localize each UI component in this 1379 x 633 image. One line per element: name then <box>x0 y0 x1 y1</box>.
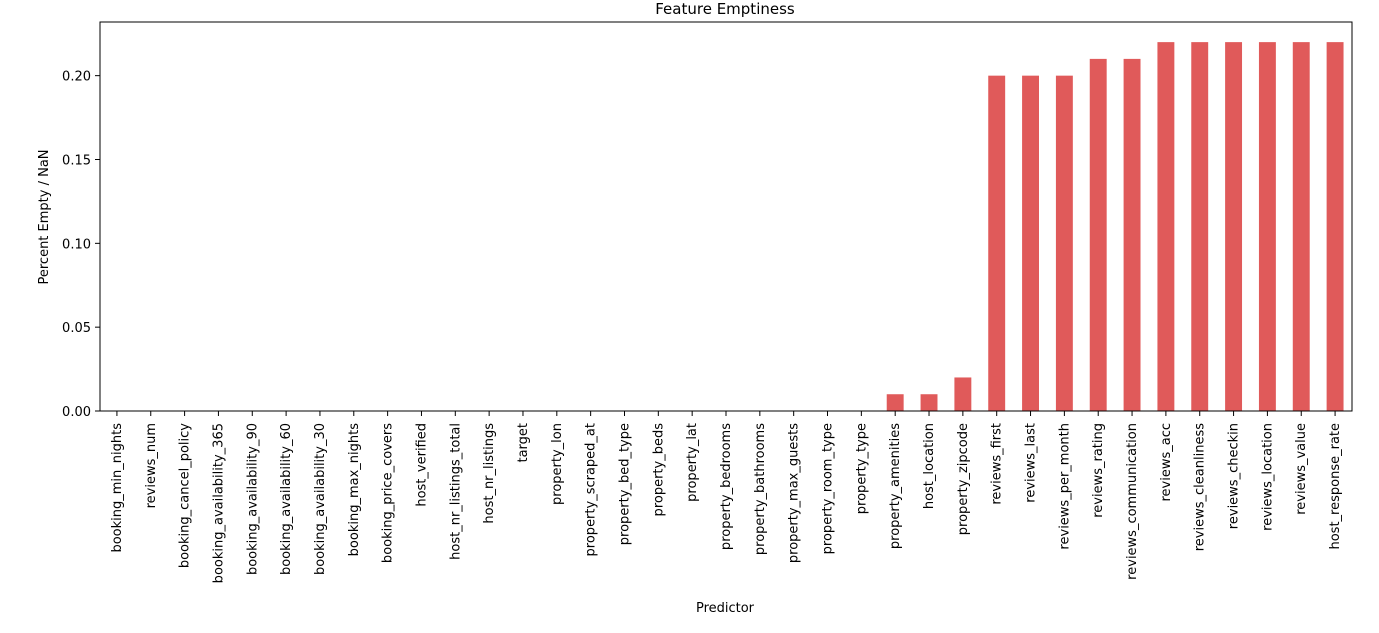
x-tick-label: reviews_rating <box>1091 423 1106 518</box>
x-tick-label: booking_max_nights <box>347 423 362 557</box>
x-tick-label: host_verified <box>414 423 429 507</box>
bar-property_amenities <box>886 394 904 411</box>
bar-reviews_first <box>988 75 1006 411</box>
x-tick-label: property_scraped_at <box>584 423 599 556</box>
bar-host_response_rate <box>1326 42 1344 411</box>
x-tick-label: host_response_rate <box>1328 423 1343 550</box>
x-tick-label: reviews_first <box>990 423 1005 505</box>
x-tick-label: property_bedrooms <box>719 423 734 550</box>
x-tick-label: property_lon <box>550 423 565 505</box>
x-tick-label: booking_availability_30 <box>313 423 328 575</box>
bar-reviews_checkin <box>1225 42 1243 411</box>
x-tick-label: reviews_checkin <box>1227 423 1242 529</box>
y-axis-ticks: 0.00 0.05 0.10 0.15 0.20 <box>62 70 100 420</box>
x-tick-label: booking_cancel_policy <box>178 423 193 568</box>
y-tick-label: 0.15 <box>62 153 91 168</box>
y-tick-label: 0.20 <box>62 70 91 85</box>
x-tick-label: property_lat <box>685 423 700 502</box>
bar-reviews_cleanliness <box>1191 42 1209 411</box>
x-tick-label: property_type <box>854 423 869 514</box>
x-tick-label: host_nr_listings <box>482 423 497 524</box>
x-tick-label: property_max_guests <box>787 423 802 563</box>
x-tick-label: host_location <box>922 423 937 509</box>
x-tick-label: property_zipcode <box>956 423 971 535</box>
x-tick-label: reviews_communication <box>1125 423 1140 580</box>
x-tick-label: booking_availability_365 <box>211 423 226 583</box>
bar-reviews_location <box>1258 42 1276 411</box>
bars-group <box>886 42 1344 411</box>
x-tick-label: reviews_value <box>1294 423 1309 515</box>
y-tick-label: 0.05 <box>62 321 91 336</box>
x-tick-label: reviews_num <box>144 423 159 508</box>
x-tick-label: property_room_type <box>821 423 836 554</box>
x-tick-label: booking_min_nights <box>110 423 125 553</box>
x-tick-label: property_bed_type <box>617 423 632 545</box>
bar-reviews_communication <box>1123 58 1141 411</box>
bar-reviews_per_month <box>1055 75 1073 411</box>
bar-reviews_acc <box>1157 42 1175 411</box>
y-tick-label: 0.00 <box>62 405 91 420</box>
bar-reviews_last <box>1022 75 1039 411</box>
x-tick-label: property_bathrooms <box>753 423 768 555</box>
x-tick-label: property_amenities <box>888 423 903 549</box>
x-tick-label: reviews_last <box>1024 423 1039 503</box>
bar-host_location <box>920 394 938 411</box>
bar-property_zipcode <box>954 377 972 411</box>
x-tick-label: reviews_per_month <box>1057 423 1072 550</box>
bar-reviews_value <box>1292 42 1310 411</box>
x-tick-label: booking_availability_90 <box>245 423 260 575</box>
x-tick-label: booking_availability_60 <box>279 423 294 575</box>
y-tick-label: 0.10 <box>62 237 91 252</box>
x-tick-label: reviews_acc <box>1159 423 1174 502</box>
plot-area-frame <box>99 21 1353 412</box>
y-axis-title: Percent Empty / NaN <box>37 149 52 284</box>
x-axis-ticks: booking_min_nights reviews_num booking_can… <box>110 411 1343 583</box>
x-tick-label: target <box>516 423 531 463</box>
x-tick-label: reviews_cleanliness <box>1193 423 1208 551</box>
x-axis-title: Predictor <box>696 601 755 616</box>
x-tick-label: reviews_location <box>1260 423 1275 531</box>
x-tick-label: host_nr_listings_total <box>448 423 463 560</box>
x-tick-label: booking_price_covers <box>381 423 396 563</box>
chart-title: Feature Emptiness <box>655 0 795 18</box>
x-tick-label: property_beds <box>651 423 666 517</box>
bar-reviews_rating <box>1089 58 1107 411</box>
